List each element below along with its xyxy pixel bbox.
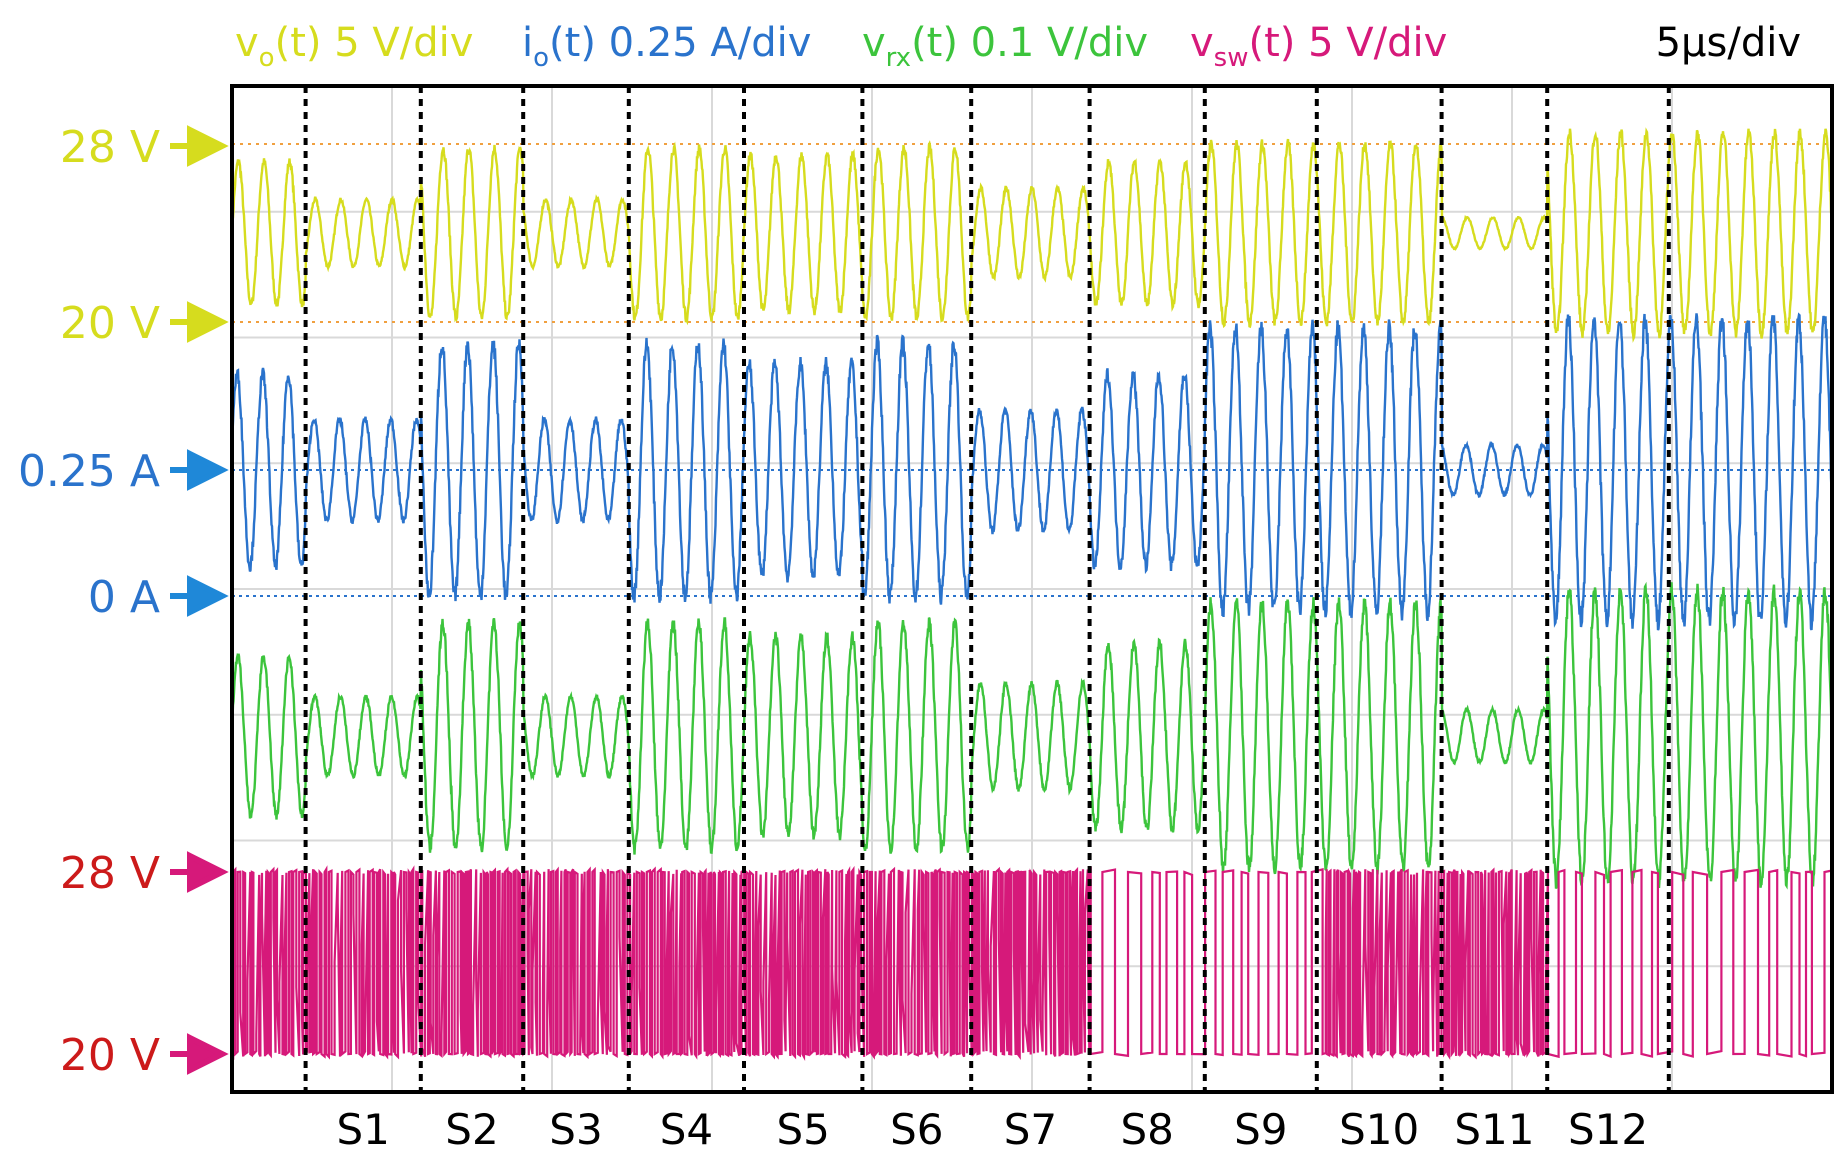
marker-label: 28 V	[60, 848, 160, 899]
marker-vsw-20: 20 V	[60, 1030, 229, 1081]
segment-label: S12	[1568, 1105, 1648, 1154]
vrx-header: vrx(t) 0.1 V/div	[862, 20, 1148, 73]
arrow-icon	[170, 1033, 229, 1075]
segment-label: S5	[777, 1105, 830, 1154]
segment-label: S1	[337, 1105, 390, 1154]
marker-label: 20 V	[60, 1030, 160, 1081]
vrx-header-sub: rx	[886, 43, 911, 73]
vo-header-rest: (t) 5 V/div	[275, 20, 474, 66]
arrow-icon	[170, 125, 229, 167]
vo-header-base: v	[235, 20, 259, 66]
segment-dividers	[303, 86, 1671, 1092]
marker-label: 28 V	[60, 122, 160, 173]
segment-label: S8	[1121, 1105, 1174, 1154]
marker-vo-20: 20 V	[60, 298, 229, 349]
plot-frame	[230, 84, 1834, 1094]
marker-vsw-28: 28 V	[60, 848, 229, 899]
segment-label: S7	[1004, 1105, 1057, 1154]
vo-header-sub: o	[259, 43, 275, 73]
marker-io-0: 0 A	[88, 572, 229, 623]
marker-label: 20 V	[60, 298, 160, 349]
marker-io-025: 0.25 A	[18, 446, 229, 497]
arrow-icon	[170, 301, 229, 343]
vsw-header: vsw(t) 5 V/div	[1190, 20, 1447, 73]
vrx-trace	[230, 581, 1834, 890]
vrx-header-base: v	[862, 20, 886, 66]
vsw-header-base: v	[1190, 20, 1214, 66]
io-trace	[230, 312, 1834, 631]
vo-trace	[230, 127, 1834, 343]
io-header-rest: (t) 0.25 A/div	[549, 20, 811, 66]
marker-label: 0 A	[88, 572, 160, 623]
arrow-icon	[170, 575, 229, 617]
traces	[230, 127, 1834, 1061]
timebase-label: 5µs/div	[1656, 20, 1801, 66]
io-header: io(t) 0.25 A/div	[522, 20, 811, 73]
vo-header: vo(t) 5 V/div	[235, 20, 473, 73]
io-header-sub: o	[533, 43, 549, 73]
vrx-header-rest: (t) 0.1 V/div	[911, 20, 1148, 66]
segment-labels: S1 S2 S3 S4 S5 S6 S7 S8 S9 S10 S11 S12	[337, 1105, 1649, 1154]
arrow-icon	[170, 851, 229, 893]
segment-label: S4	[660, 1105, 713, 1154]
vsw-header-rest: (t) 5 V/div	[1248, 20, 1447, 66]
vsw-trace	[231, 865, 1834, 1061]
segment-label: S11	[1454, 1105, 1534, 1154]
vsw-header-sub: sw	[1214, 43, 1249, 73]
marker-label: 0.25 A	[18, 446, 160, 497]
segment-label: S2	[445, 1105, 498, 1154]
marker-vo-28: 28 V	[60, 122, 229, 173]
segment-label: S6	[890, 1105, 943, 1154]
io-header-base: i	[522, 20, 533, 66]
segment-label: S10	[1339, 1105, 1419, 1154]
segment-label: S3	[549, 1105, 602, 1154]
arrow-icon	[170, 449, 229, 491]
segment-label: S9	[1234, 1105, 1287, 1154]
